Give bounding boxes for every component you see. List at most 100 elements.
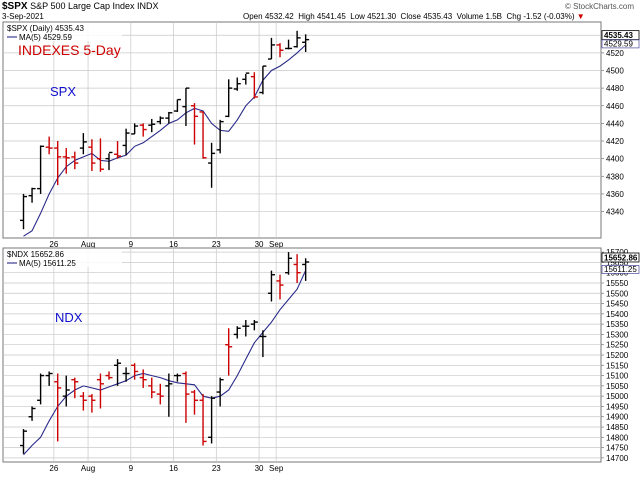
- y-tick-label: 4340: [606, 208, 624, 217]
- ohlc-bar: [71, 377, 79, 399]
- ohlc-bar: [233, 326, 241, 339]
- ohlc-bar: [259, 65, 267, 95]
- ohlc-bar: [173, 98, 181, 112]
- y-tick-label: 4480: [606, 84, 624, 93]
- chart-date: 3-Sep-2021: [2, 12, 44, 21]
- ohlc-bar: [122, 367, 130, 382]
- ohlc-bar: [259, 330, 267, 358]
- ohlc-bar: [225, 79, 233, 118]
- y-tick-label: 4500: [606, 66, 624, 75]
- moving-average-line: [23, 270, 307, 456]
- moving-average-line: [23, 44, 307, 237]
- legend-price: $NDX 15652.86: [7, 250, 64, 259]
- y-tick-label: 15250: [606, 341, 629, 350]
- ohlc-bar: [62, 148, 70, 174]
- ohlc-bar: [139, 369, 147, 388]
- x-tick-label: 9: [129, 464, 134, 473]
- legend-ma: MA(5) 4529.59: [19, 33, 72, 42]
- ohlc-bar: [216, 119, 224, 154]
- ohlc-bar: [54, 373, 62, 442]
- ohlc-bar: [37, 373, 45, 405]
- x-tick-label: 16: [169, 240, 178, 249]
- chg-value: -1.52 (-0.03%): [523, 12, 575, 21]
- ohlc-bar: [276, 274, 284, 300]
- x-tick-label: Sep: [269, 240, 284, 249]
- ohlc-bar: [165, 111, 173, 124]
- panel-label: NDX: [55, 310, 83, 325]
- ohlc-bar: [122, 128, 130, 156]
- high-label: High: [298, 12, 315, 21]
- y-tick-label: 15550: [606, 279, 629, 288]
- y-tick-label: 4440: [606, 119, 624, 128]
- ohlc-bar: [165, 373, 173, 417]
- y-tick-label: 14700: [606, 454, 629, 463]
- y-tick-label: 15050: [606, 382, 629, 391]
- x-tick-label: 16: [169, 464, 178, 473]
- low-value: 4521.30: [367, 12, 397, 21]
- ohlc-bar: [233, 77, 241, 91]
- close-label: Close: [400, 12, 421, 21]
- ohlc-bar: [191, 103, 198, 145]
- ohlc-bar: [182, 87, 190, 127]
- ohlc-bar: [156, 383, 164, 405]
- last-ma-tag: [601, 39, 640, 49]
- legend-box: [4, 249, 122, 267]
- ohlc-bar: [20, 193, 27, 230]
- open-label: Open: [243, 12, 263, 21]
- ohlc-bar: [242, 72, 250, 85]
- x-tick-label: 26: [49, 464, 58, 473]
- y-tick-label: 14900: [606, 413, 629, 422]
- ohlc-bar: [250, 72, 258, 99]
- ohlc-bar: [96, 138, 104, 172]
- ohlc-readout: Open 4532.42 High 4541.45 Low 4521.30 Cl…: [243, 12, 585, 21]
- ohlc-bar: [156, 116, 164, 125]
- ohlc-bar: [88, 394, 96, 413]
- x-tick-label: Aug: [81, 464, 95, 473]
- ohlc-bar: [191, 389, 198, 415]
- legend-price: $SPX (Daily) 4535.43: [7, 24, 84, 33]
- chg-label: Chg: [506, 12, 522, 21]
- y-tick-label: 15400: [606, 310, 629, 319]
- y-tick-label: 15300: [606, 330, 629, 339]
- open-value: 4532.42: [264, 12, 294, 21]
- ohlc-bar: [293, 30, 301, 48]
- y-tick-label: 15100: [606, 372, 629, 381]
- ohlc-bar: [225, 328, 233, 376]
- ohlc-bar: [105, 371, 113, 380]
- ohlc-bar: [302, 258, 310, 281]
- high-value: 4541.45: [316, 12, 346, 21]
- last-price-label: 15652.86: [604, 253, 638, 262]
- last-price-label: 4535.43: [604, 31, 633, 40]
- y-tick-label: 14750: [606, 444, 629, 453]
- y-tick-label: 4460: [606, 102, 624, 111]
- x-tick-label: 30: [255, 464, 264, 473]
- ohlc-bar: [88, 139, 96, 171]
- x-tick-label: 30: [255, 240, 264, 249]
- legend-ma: MA(5) 15611.25: [19, 259, 76, 268]
- x-tick-label: 9: [129, 240, 134, 249]
- ohlc-bar: [199, 111, 207, 159]
- y-tick-label: 4520: [606, 49, 624, 58]
- ohlc-bar: [37, 145, 45, 194]
- ohlc-bar: [105, 151, 113, 171]
- chart-panel-spx: 4340 4360 4380 4400 4420 4440 4460 4480 4500 4520…: [2, 21, 640, 249]
- ohlc-bar: [173, 373, 181, 382]
- panel-label: SPX: [50, 84, 76, 99]
- ohlc-bar: [285, 252, 293, 275]
- x-tick-label: 23: [212, 464, 221, 473]
- close-value: 4535.43: [423, 12, 453, 21]
- ohlc-bar: [293, 254, 301, 283]
- y-tick-label: 15200: [606, 351, 629, 360]
- y-tick-label: 4400: [606, 155, 624, 164]
- last-ma-tag: [601, 265, 640, 274]
- y-tick-label: 14800: [606, 433, 629, 442]
- ohlc-bar: [199, 394, 207, 446]
- ohlc-bar: [45, 136, 53, 155]
- volume-value: 1.5B: [485, 12, 502, 21]
- ohlc-bar: [216, 377, 224, 407]
- ohlc-bar: [79, 133, 87, 155]
- volume-label: Volume: [456, 12, 484, 21]
- low-label: Low: [350, 12, 365, 21]
- credit-text: © StockCharts.com: [564, 2, 634, 11]
